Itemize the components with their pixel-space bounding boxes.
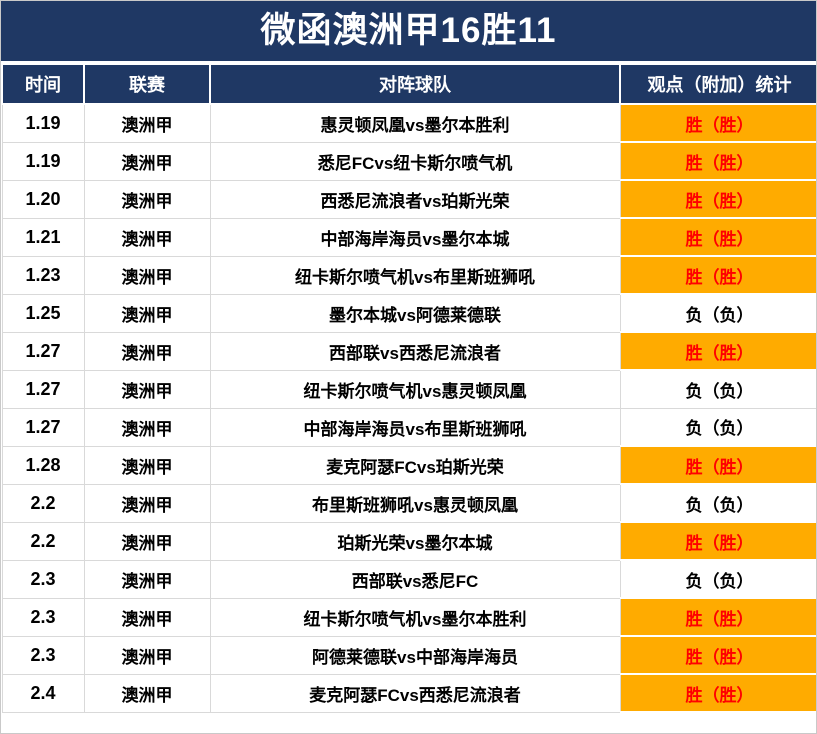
table-row: 1.27 澳洲甲 西部联vs西悉尼流浪者 胜（胜） bbox=[1, 331, 816, 371]
table-row: 1.23 澳洲甲 纽卡斯尔喷气机vs布里斯班狮吼 胜（胜） bbox=[1, 255, 816, 295]
time-cell: 1.27 bbox=[1, 331, 85, 371]
match-cell: 中部海岸海员vs墨尔本城 bbox=[209, 217, 621, 257]
league-cell: 澳洲甲 bbox=[83, 331, 211, 371]
table-row: 2.3 澳洲甲 纽卡斯尔喷气机vs墨尔本胜利 胜（胜） bbox=[1, 597, 816, 637]
league-cell: 澳洲甲 bbox=[83, 293, 211, 333]
time-cell: 2.4 bbox=[1, 673, 85, 713]
table-row: 1.19 澳洲甲 惠灵顿凤凰vs墨尔本胜利 胜（胜） bbox=[1, 103, 816, 143]
result-cell: 胜（胜） bbox=[619, 255, 816, 295]
league-cell: 澳洲甲 bbox=[83, 179, 211, 219]
col-header-time: 时间 bbox=[1, 63, 85, 105]
result-cell: 负（负） bbox=[619, 559, 816, 599]
result-cell: 胜（胜） bbox=[619, 597, 816, 637]
table-row: 2.2 澳洲甲 布里斯班狮吼vs惠灵顿凤凰 负（负） bbox=[1, 483, 816, 523]
match-cell: 纽卡斯尔喷气机vs惠灵顿凤凰 bbox=[209, 369, 621, 409]
table-row: 1.25 澳洲甲 墨尔本城vs阿德莱德联 负（负） bbox=[1, 293, 816, 333]
time-cell: 2.3 bbox=[1, 559, 85, 599]
table-row: 1.28 澳洲甲 麦克阿瑟FCvs珀斯光荣 胜（胜） bbox=[1, 445, 816, 485]
result-cell: 胜（胜） bbox=[619, 103, 816, 143]
time-cell: 1.21 bbox=[1, 217, 85, 257]
match-cell: 麦克阿瑟FCvs珀斯光荣 bbox=[209, 445, 621, 485]
table-row: 1.21 澳洲甲 中部海岸海员vs墨尔本城 胜（胜） bbox=[1, 217, 816, 257]
league-cell: 澳洲甲 bbox=[83, 597, 211, 637]
table-row: 1.20 澳洲甲 西悉尼流浪者vs珀斯光荣 胜（胜） bbox=[1, 179, 816, 219]
result-cell: 负（负） bbox=[619, 483, 816, 523]
match-cell: 纽卡斯尔喷气机vs布里斯班狮吼 bbox=[209, 255, 621, 295]
header-row: 时间 联赛 对阵球队 观点（附加）统计 bbox=[1, 63, 816, 105]
league-cell: 澳洲甲 bbox=[83, 407, 211, 447]
result-cell: 负（负） bbox=[619, 293, 816, 333]
league-cell: 澳洲甲 bbox=[83, 483, 211, 523]
result-cell: 胜（胜） bbox=[619, 217, 816, 257]
league-cell: 澳洲甲 bbox=[83, 103, 211, 143]
table-row: 2.2 澳洲甲 珀斯光荣vs墨尔本城 胜（胜） bbox=[1, 521, 816, 561]
time-cell: 1.19 bbox=[1, 103, 85, 143]
records-table: 时间 联赛 对阵球队 观点（附加）统计 1.19 澳洲甲 惠灵顿凤凰vs墨尔本胜利胜… bbox=[1, 63, 816, 713]
match-cell: 阿德莱德联vs中部海岸海员 bbox=[209, 635, 621, 675]
time-cell: 1.27 bbox=[1, 407, 85, 447]
col-header-league: 联赛 bbox=[83, 63, 211, 105]
time-cell: 1.28 bbox=[1, 445, 85, 485]
result-cell: 胜（胜） bbox=[619, 141, 816, 181]
result-cell: 胜（胜） bbox=[619, 521, 816, 561]
col-header-result: 观点（附加）统计 bbox=[619, 63, 816, 105]
match-cell: 纽卡斯尔喷气机vs墨尔本胜利 bbox=[209, 597, 621, 637]
time-cell: 2.3 bbox=[1, 597, 85, 637]
match-cell: 惠灵顿凤凰vs墨尔本胜利 bbox=[209, 103, 621, 143]
result-cell: 胜（胜） bbox=[619, 673, 816, 713]
match-cell: 西悉尼流浪者vs珀斯光荣 bbox=[209, 179, 621, 219]
league-cell: 澳洲甲 bbox=[83, 673, 211, 713]
match-cell: 墨尔本城vs阿德莱德联 bbox=[209, 293, 621, 333]
result-cell: 胜（胜） bbox=[619, 635, 816, 675]
time-cell: 1.19 bbox=[1, 141, 85, 181]
time-cell: 2.2 bbox=[1, 483, 85, 523]
league-cell: 澳洲甲 bbox=[83, 521, 211, 561]
match-cell: 悉尼FCvs纽卡斯尔喷气机 bbox=[209, 141, 621, 181]
table-row: 2.3 澳洲甲 西部联vs悉尼FC 负（负） bbox=[1, 559, 816, 599]
table-row: 2.3 澳洲甲 阿德莱德联vs中部海岸海员 胜（胜） bbox=[1, 635, 816, 675]
league-cell: 澳洲甲 bbox=[83, 445, 211, 485]
table-row: 1.27 澳洲甲 中部海岸海员vs布里斯班狮吼 负（负） bbox=[1, 407, 816, 447]
league-cell: 澳洲甲 bbox=[83, 369, 211, 409]
time-cell: 2.2 bbox=[1, 521, 85, 561]
match-cell: 西部联vs西悉尼流浪者 bbox=[209, 331, 621, 371]
league-cell: 澳洲甲 bbox=[83, 141, 211, 181]
table-body: 1.19 澳洲甲 惠灵顿凤凰vs墨尔本胜利 胜（胜） 1.19 澳洲甲 悉尼FCvs纽卡斯尔… bbox=[1, 103, 816, 713]
match-cell: 麦克阿瑟FCvs西悉尼流浪者 bbox=[209, 673, 621, 713]
match-cell: 珀斯光荣vs墨尔本城 bbox=[209, 521, 621, 561]
table-row: 1.27 澳洲甲 纽卡斯尔喷气机vs惠灵顿凤凰 负（负） bbox=[1, 369, 816, 409]
league-cell: 澳洲甲 bbox=[83, 217, 211, 257]
match-cell: 中部海岸海员vs布里斯班狮吼 bbox=[209, 407, 621, 447]
match-cell: 西部联vs悉尼FC bbox=[209, 559, 621, 599]
league-cell: 澳洲甲 bbox=[83, 255, 211, 295]
result-cell: 胜（胜） bbox=[619, 331, 816, 371]
time-cell: 1.20 bbox=[1, 179, 85, 219]
table-row: 2.4 澳洲甲 麦克阿瑟FCvs西悉尼流浪者 胜（胜） bbox=[1, 673, 816, 713]
table-row: 1.19 澳洲甲 悉尼FCvs纽卡斯尔喷气机 胜（胜） bbox=[1, 141, 816, 181]
col-header-match: 对阵球队 bbox=[209, 63, 621, 105]
time-cell: 2.3 bbox=[1, 635, 85, 675]
time-cell: 1.25 bbox=[1, 293, 85, 333]
league-cell: 澳洲甲 bbox=[83, 559, 211, 599]
result-cell: 胜（胜） bbox=[619, 445, 816, 485]
league-cell: 澳洲甲 bbox=[83, 635, 211, 675]
time-cell: 1.23 bbox=[1, 255, 85, 295]
match-cell: 布里斯班狮吼vs惠灵顿凤凰 bbox=[209, 483, 621, 523]
page-title: 微函澳洲甲16胜11 bbox=[1, 1, 816, 63]
time-cell: 1.27 bbox=[1, 369, 85, 409]
result-cell: 负（负） bbox=[619, 407, 816, 447]
result-cell: 负（负） bbox=[619, 369, 816, 409]
result-cell: 胜（胜） bbox=[619, 179, 816, 219]
